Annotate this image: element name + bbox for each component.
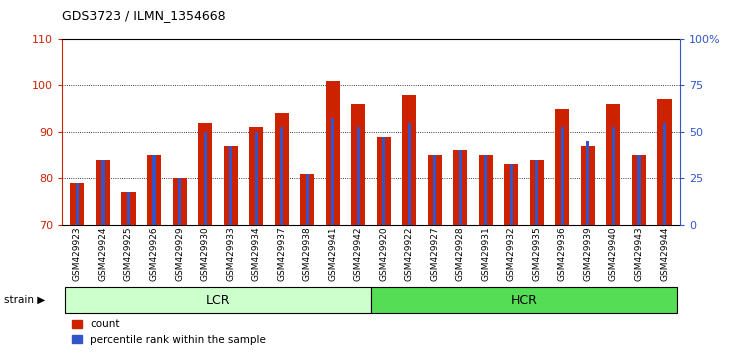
Text: strain ▶: strain ▶: [4, 295, 45, 305]
Bar: [357, 127, 360, 225]
Bar: [453, 150, 467, 225]
Bar: [76, 183, 79, 225]
Bar: [351, 104, 366, 225]
Bar: [70, 183, 85, 225]
Bar: [102, 160, 105, 225]
Bar: [556, 109, 569, 225]
Bar: [612, 127, 615, 225]
Text: LCR: LCR: [205, 293, 230, 307]
Bar: [198, 122, 212, 225]
Bar: [632, 155, 646, 225]
Bar: [173, 178, 186, 225]
Bar: [586, 141, 589, 225]
Bar: [224, 146, 238, 225]
Text: GDS3723 / ILMN_1354668: GDS3723 / ILMN_1354668: [62, 9, 226, 22]
Bar: [581, 146, 595, 225]
Bar: [275, 113, 289, 225]
Bar: [280, 127, 283, 225]
Bar: [657, 99, 672, 225]
Bar: [428, 155, 442, 225]
Bar: [147, 155, 161, 225]
Bar: [96, 160, 110, 225]
Bar: [637, 155, 640, 225]
Bar: [459, 150, 462, 225]
Bar: [408, 122, 411, 225]
Bar: [535, 160, 539, 225]
Bar: [530, 160, 544, 225]
Bar: [326, 81, 340, 225]
Bar: [300, 174, 314, 225]
Bar: [561, 127, 564, 225]
Bar: [203, 132, 207, 225]
Bar: [479, 155, 493, 225]
Bar: [504, 164, 518, 225]
Bar: [254, 132, 257, 225]
Bar: [127, 192, 130, 225]
Bar: [402, 95, 416, 225]
Bar: [510, 164, 513, 225]
Bar: [331, 118, 334, 225]
Bar: [382, 137, 385, 225]
Text: HCR: HCR: [511, 293, 537, 307]
Bar: [663, 122, 666, 225]
Bar: [249, 127, 263, 225]
Bar: [121, 192, 135, 225]
Legend: count, percentile rank within the sample: count, percentile rank within the sample: [67, 315, 270, 349]
Bar: [607, 104, 621, 225]
Bar: [153, 155, 156, 225]
Bar: [178, 178, 181, 225]
Bar: [306, 174, 308, 225]
Bar: [485, 155, 488, 225]
Bar: [376, 137, 391, 225]
Bar: [229, 146, 232, 225]
Bar: [433, 155, 436, 225]
